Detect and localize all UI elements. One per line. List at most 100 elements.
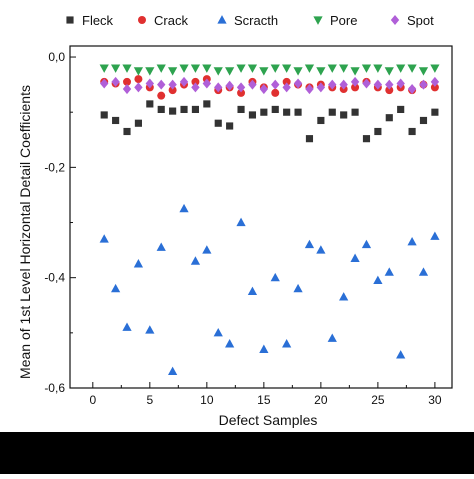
fleck-point xyxy=(203,100,211,108)
scracth-point xyxy=(430,231,440,240)
scracth-point xyxy=(213,328,223,337)
pore-point xyxy=(236,64,246,73)
spot-point xyxy=(100,78,109,89)
fleck-point xyxy=(340,111,348,119)
spot-point xyxy=(430,76,440,87)
fleck-point xyxy=(260,108,268,116)
x-tick-label: 20 xyxy=(314,393,328,407)
scracth-point xyxy=(361,239,372,249)
crack-point xyxy=(168,86,177,95)
pore-point xyxy=(418,67,429,76)
spot-point xyxy=(168,79,177,90)
series-spot xyxy=(100,76,440,95)
pore-point xyxy=(293,67,303,76)
series-fleck xyxy=(100,100,439,143)
data-markers xyxy=(99,64,440,376)
scracth-point xyxy=(168,366,178,376)
spot-point xyxy=(157,79,166,90)
spot-point xyxy=(225,80,234,91)
pore-point xyxy=(168,67,178,76)
scracth-point xyxy=(350,253,360,262)
scracth-point xyxy=(293,283,303,293)
fleck-point xyxy=(248,111,257,119)
x-tick-label: 0 xyxy=(89,393,96,407)
scracth-point xyxy=(270,272,280,282)
pore-point xyxy=(133,67,144,76)
crack-point xyxy=(430,83,439,92)
pore-point xyxy=(259,67,269,76)
scracth-point xyxy=(110,283,121,293)
spot-point xyxy=(305,83,314,95)
fleck-point xyxy=(419,116,428,125)
spot-point xyxy=(191,82,200,93)
legend-marker-pore xyxy=(313,16,323,25)
fleck-point xyxy=(112,116,120,125)
scracth-point xyxy=(190,256,201,265)
scracth-point xyxy=(156,242,166,251)
spot-point xyxy=(271,79,280,90)
spot-point xyxy=(282,82,291,93)
spot-point xyxy=(396,78,405,89)
spot-point xyxy=(134,82,143,93)
scracth-point xyxy=(418,267,429,276)
x-tick-label: 10 xyxy=(200,393,214,407)
scracth-point xyxy=(133,259,144,268)
scracth-point xyxy=(259,344,269,353)
pore-point xyxy=(430,64,440,73)
fleck-point xyxy=(317,116,325,125)
pore-point xyxy=(361,64,372,73)
spot-point xyxy=(248,79,257,90)
pore-point xyxy=(304,64,315,73)
fleck-point xyxy=(146,100,154,108)
scracth-point xyxy=(202,245,212,254)
crack-point xyxy=(271,88,280,97)
legend-marker-spot xyxy=(390,14,400,26)
pore-point xyxy=(327,64,337,73)
y-tick-label: 0,0 xyxy=(48,50,65,64)
spot-point xyxy=(122,83,132,95)
legend-label-pore: Pore xyxy=(330,13,357,28)
spot-point xyxy=(179,76,189,87)
scracth-point xyxy=(396,350,406,359)
pore-point xyxy=(350,67,360,76)
fleck-point xyxy=(397,105,405,114)
series-pore xyxy=(99,64,440,76)
fleck-point xyxy=(191,105,200,114)
fleck-point xyxy=(226,122,234,130)
plot-frame xyxy=(69,45,453,389)
fleck-point xyxy=(100,111,108,119)
x-tick-label: 5 xyxy=(146,393,153,407)
spot-point xyxy=(316,82,326,93)
crack-point xyxy=(134,75,143,84)
crack-point xyxy=(351,83,360,92)
crack-point xyxy=(123,77,132,86)
fleck-point xyxy=(157,105,165,114)
x-tick-label: 25 xyxy=(371,393,385,407)
fleck-point xyxy=(123,127,131,136)
scracth-point xyxy=(327,333,337,342)
spot-point xyxy=(236,82,246,93)
scracth-point xyxy=(384,267,394,276)
pore-point xyxy=(213,67,223,76)
spot-point xyxy=(373,79,383,90)
x-axis: 0 5 10 15 20 25 30 xyxy=(89,382,442,407)
x-tick-label: 30 xyxy=(428,393,442,407)
legend-label-crack: Crack xyxy=(154,13,188,28)
scracth-point xyxy=(282,339,292,348)
scracth-point xyxy=(145,325,155,334)
pore-point xyxy=(122,64,132,73)
crack-point xyxy=(157,91,166,100)
spot-point xyxy=(339,79,348,90)
spot-point xyxy=(145,78,155,89)
spot-point xyxy=(385,79,394,90)
pore-point xyxy=(110,64,121,73)
spot-point xyxy=(362,78,371,89)
scracth-point xyxy=(225,339,235,348)
legend-label-scracth: Scracth xyxy=(234,13,278,28)
scracth-point xyxy=(304,239,315,249)
pore-point xyxy=(270,64,280,73)
scracth-point xyxy=(407,236,417,246)
scracth-point xyxy=(122,322,132,331)
